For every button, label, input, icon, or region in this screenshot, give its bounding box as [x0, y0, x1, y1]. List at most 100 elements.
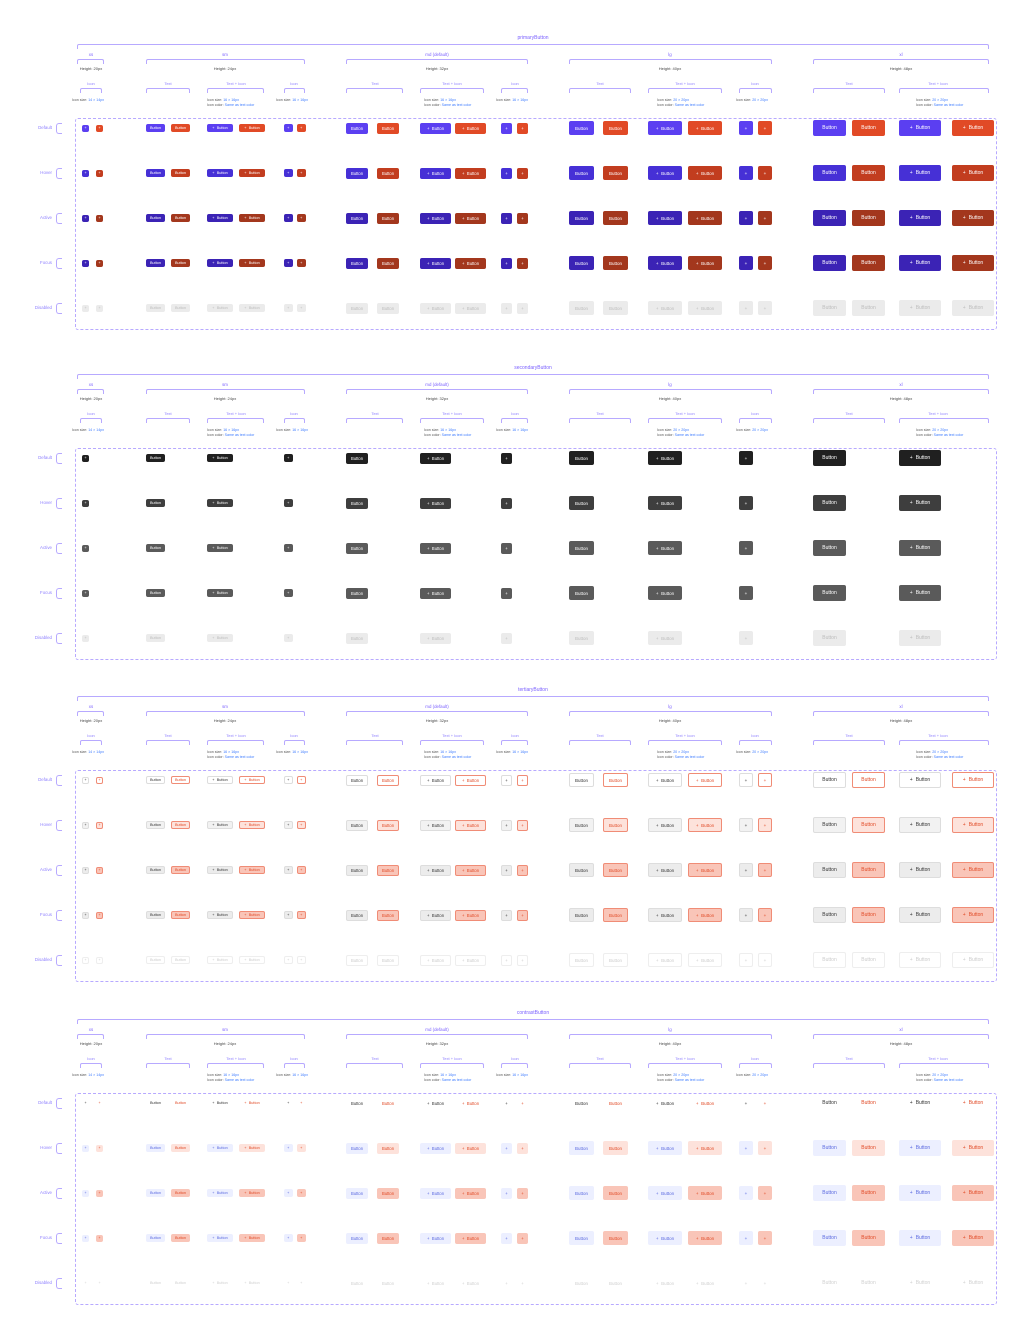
primary-button-xl-texticon-b-default[interactable]: + Button [952, 120, 994, 136]
primary-button-lg-texticon-a-focus[interactable]: + Button [648, 256, 682, 270]
contrast-button-lg-text-a-disabled[interactable]: Button [569, 1276, 594, 1290]
contrast-button-sm-text-a-default[interactable]: Button [146, 1098, 165, 1108]
contrast-button-lg-text-a-hover[interactable]: Button [569, 1141, 594, 1155]
tertiary-button-sm-icon-a-active[interactable]: + [284, 865, 293, 875]
primary-button-lg-texticon-a-disabled[interactable]: + Button [648, 301, 682, 315]
secondary-button-xs-icon-a-focus[interactable]: + [82, 589, 89, 597]
secondary-button-sm-icon-a-focus[interactable]: + [284, 588, 293, 598]
secondary-button-md-text-a-focus[interactable]: Button [346, 587, 368, 599]
primary-button-md-texticon-a-active[interactable]: + Button [420, 212, 451, 224]
primary-button-lg-icon-a-hover[interactable]: + [739, 166, 753, 180]
secondary-button-md-icon-a-default[interactable]: + [501, 452, 512, 464]
tertiary-button-lg-text-b-focus[interactable]: Button [603, 908, 628, 922]
contrast-button-sm-texticon-b-active[interactable]: + Button [239, 1188, 265, 1198]
secondary-button-md-texticon-a-active[interactable]: + Button [420, 542, 451, 554]
secondary-button-sm-text-a-hover[interactable]: Button [146, 498, 165, 508]
tertiary-button-sm-icon-b-active[interactable]: + [297, 865, 306, 875]
contrast-button-md-icon-b-default[interactable]: + [517, 1097, 528, 1109]
primary-button-md-text-a-default[interactable]: Button [346, 122, 368, 134]
tertiary-button-md-icon-a-active[interactable]: + [501, 864, 512, 876]
secondary-button-sm-texticon-a-active[interactable]: + Button [207, 543, 233, 553]
tertiary-button-xl-texticon-a-active[interactable]: + Button [899, 862, 941, 878]
tertiary-button-xs-icon-a-default[interactable]: + [82, 776, 89, 784]
primary-button-sm-text-a-focus[interactable]: Button [146, 258, 165, 268]
contrast-button-xl-text-b-focus[interactable]: Button [852, 1230, 885, 1246]
tertiary-button-sm-text-a-active[interactable]: Button [146, 865, 165, 875]
primary-button-xs-icon-b-focus[interactable]: + [96, 259, 103, 267]
primary-button-md-text-b-focus[interactable]: Button [377, 257, 399, 269]
contrast-button-md-icon-a-hover[interactable]: + [501, 1142, 512, 1154]
contrast-button-sm-texticon-b-disabled[interactable]: + Button [239, 1278, 265, 1288]
tertiary-button-xl-text-a-active[interactable]: Button [813, 862, 846, 878]
contrast-button-xl-texticon-b-active[interactable]: + Button [952, 1185, 994, 1201]
primary-button-xs-icon-a-disabled[interactable]: + [82, 304, 89, 312]
primary-button-xl-text-b-active[interactable]: Button [852, 210, 885, 226]
contrast-button-lg-text-b-active[interactable]: Button [603, 1186, 628, 1200]
tertiary-button-md-texticon-a-hover[interactable]: + Button [420, 819, 451, 831]
primary-button-md-icon-a-default[interactable]: + [501, 122, 512, 134]
secondary-button-md-icon-a-active[interactable]: + [501, 542, 512, 554]
primary-button-md-texticon-b-default[interactable]: + Button [455, 122, 486, 134]
primary-button-xs-icon-a-focus[interactable]: + [82, 259, 89, 267]
primary-button-xs-icon-b-disabled[interactable]: + [96, 304, 103, 312]
secondary-button-lg-texticon-a-hover[interactable]: + Button [648, 496, 682, 510]
contrast-button-sm-text-a-active[interactable]: Button [146, 1188, 165, 1198]
primary-button-md-texticon-a-hover[interactable]: + Button [420, 167, 451, 179]
contrast-button-lg-icon-b-focus[interactable]: + [758, 1231, 772, 1245]
secondary-button-lg-text-a-hover[interactable]: Button [569, 496, 594, 510]
primary-button-md-text-b-disabled[interactable]: Button [377, 302, 399, 314]
contrast-button-xl-text-a-focus[interactable]: Button [813, 1230, 846, 1246]
tertiary-button-md-icon-b-hover[interactable]: + [517, 819, 528, 831]
tertiary-button-lg-texticon-a-focus[interactable]: + Button [648, 908, 682, 922]
tertiary-button-lg-text-a-default[interactable]: Button [569, 773, 594, 787]
tertiary-button-md-icon-b-active[interactable]: + [517, 864, 528, 876]
tertiary-button-sm-texticon-a-focus[interactable]: + Button [207, 910, 233, 920]
secondary-button-md-icon-a-disabled[interactable]: + [501, 632, 512, 644]
tertiary-button-lg-text-b-default[interactable]: Button [603, 773, 628, 787]
tertiary-button-md-text-a-disabled[interactable]: Button [346, 954, 368, 966]
tertiary-button-md-texticon-b-active[interactable]: + Button [455, 864, 486, 876]
tertiary-button-lg-icon-a-disabled[interactable]: + [739, 953, 753, 967]
primary-button-lg-texticon-b-default[interactable]: + Button [688, 121, 722, 135]
contrast-button-md-text-b-hover[interactable]: Button [377, 1142, 399, 1154]
contrast-button-xl-texticon-a-disabled[interactable]: + Button [899, 1275, 941, 1291]
primary-button-sm-texticon-b-hover[interactable]: + Button [239, 168, 265, 178]
contrast-button-xl-texticon-a-focus[interactable]: + Button [899, 1230, 941, 1246]
contrast-button-sm-icon-a-default[interactable]: + [284, 1098, 293, 1108]
primary-button-lg-text-b-active[interactable]: Button [603, 211, 628, 225]
secondary-button-lg-texticon-a-default[interactable]: + Button [648, 451, 682, 465]
tertiary-button-lg-text-b-hover[interactable]: Button [603, 818, 628, 832]
contrast-button-lg-icon-b-active[interactable]: + [758, 1186, 772, 1200]
primary-button-lg-texticon-b-active[interactable]: + Button [688, 211, 722, 225]
contrast-button-lg-text-a-active[interactable]: Button [569, 1186, 594, 1200]
contrast-button-md-texticon-a-default[interactable]: + Button [420, 1097, 451, 1109]
primary-button-sm-text-b-active[interactable]: Button [171, 213, 190, 223]
tertiary-button-lg-texticon-a-active[interactable]: + Button [648, 863, 682, 877]
primary-button-md-icon-a-disabled[interactable]: + [501, 302, 512, 314]
tertiary-button-lg-icon-b-default[interactable]: + [758, 773, 772, 787]
tertiary-button-sm-texticon-b-hover[interactable]: + Button [239, 820, 265, 830]
tertiary-button-xl-text-a-hover[interactable]: Button [813, 817, 846, 833]
tertiary-button-lg-texticon-b-focus[interactable]: + Button [688, 908, 722, 922]
contrast-button-lg-texticon-b-focus[interactable]: + Button [688, 1231, 722, 1245]
contrast-button-xl-text-b-active[interactable]: Button [852, 1185, 885, 1201]
primary-button-sm-icon-b-active[interactable]: + [297, 213, 306, 223]
secondary-button-lg-icon-a-active[interactable]: + [739, 541, 753, 555]
contrast-button-lg-text-b-default[interactable]: Button [603, 1096, 628, 1110]
primary-button-sm-text-b-hover[interactable]: Button [171, 168, 190, 178]
tertiary-button-sm-text-b-disabled[interactable]: Button [171, 955, 190, 965]
primary-button-xl-text-b-default[interactable]: Button [852, 120, 885, 136]
primary-button-xl-text-b-focus[interactable]: Button [852, 255, 885, 271]
tertiary-button-sm-text-a-default[interactable]: Button [146, 775, 165, 785]
contrast-button-xl-text-a-disabled[interactable]: Button [813, 1275, 846, 1291]
tertiary-button-xs-icon-b-hover[interactable]: + [96, 821, 103, 829]
primary-button-md-icon-b-active[interactable]: + [517, 212, 528, 224]
contrast-button-xs-icon-a-hover[interactable]: + [82, 1144, 89, 1152]
primary-button-lg-text-a-focus[interactable]: Button [569, 256, 594, 270]
primary-button-md-text-b-active[interactable]: Button [377, 212, 399, 224]
secondary-button-xl-text-a-hover[interactable]: Button [813, 495, 846, 511]
tertiary-button-sm-text-a-disabled[interactable]: Button [146, 955, 165, 965]
secondary-button-lg-icon-a-disabled[interactable]: + [739, 631, 753, 645]
secondary-button-xs-icon-a-default[interactable]: + [82, 454, 89, 462]
secondary-button-md-texticon-a-default[interactable]: + Button [420, 452, 451, 464]
